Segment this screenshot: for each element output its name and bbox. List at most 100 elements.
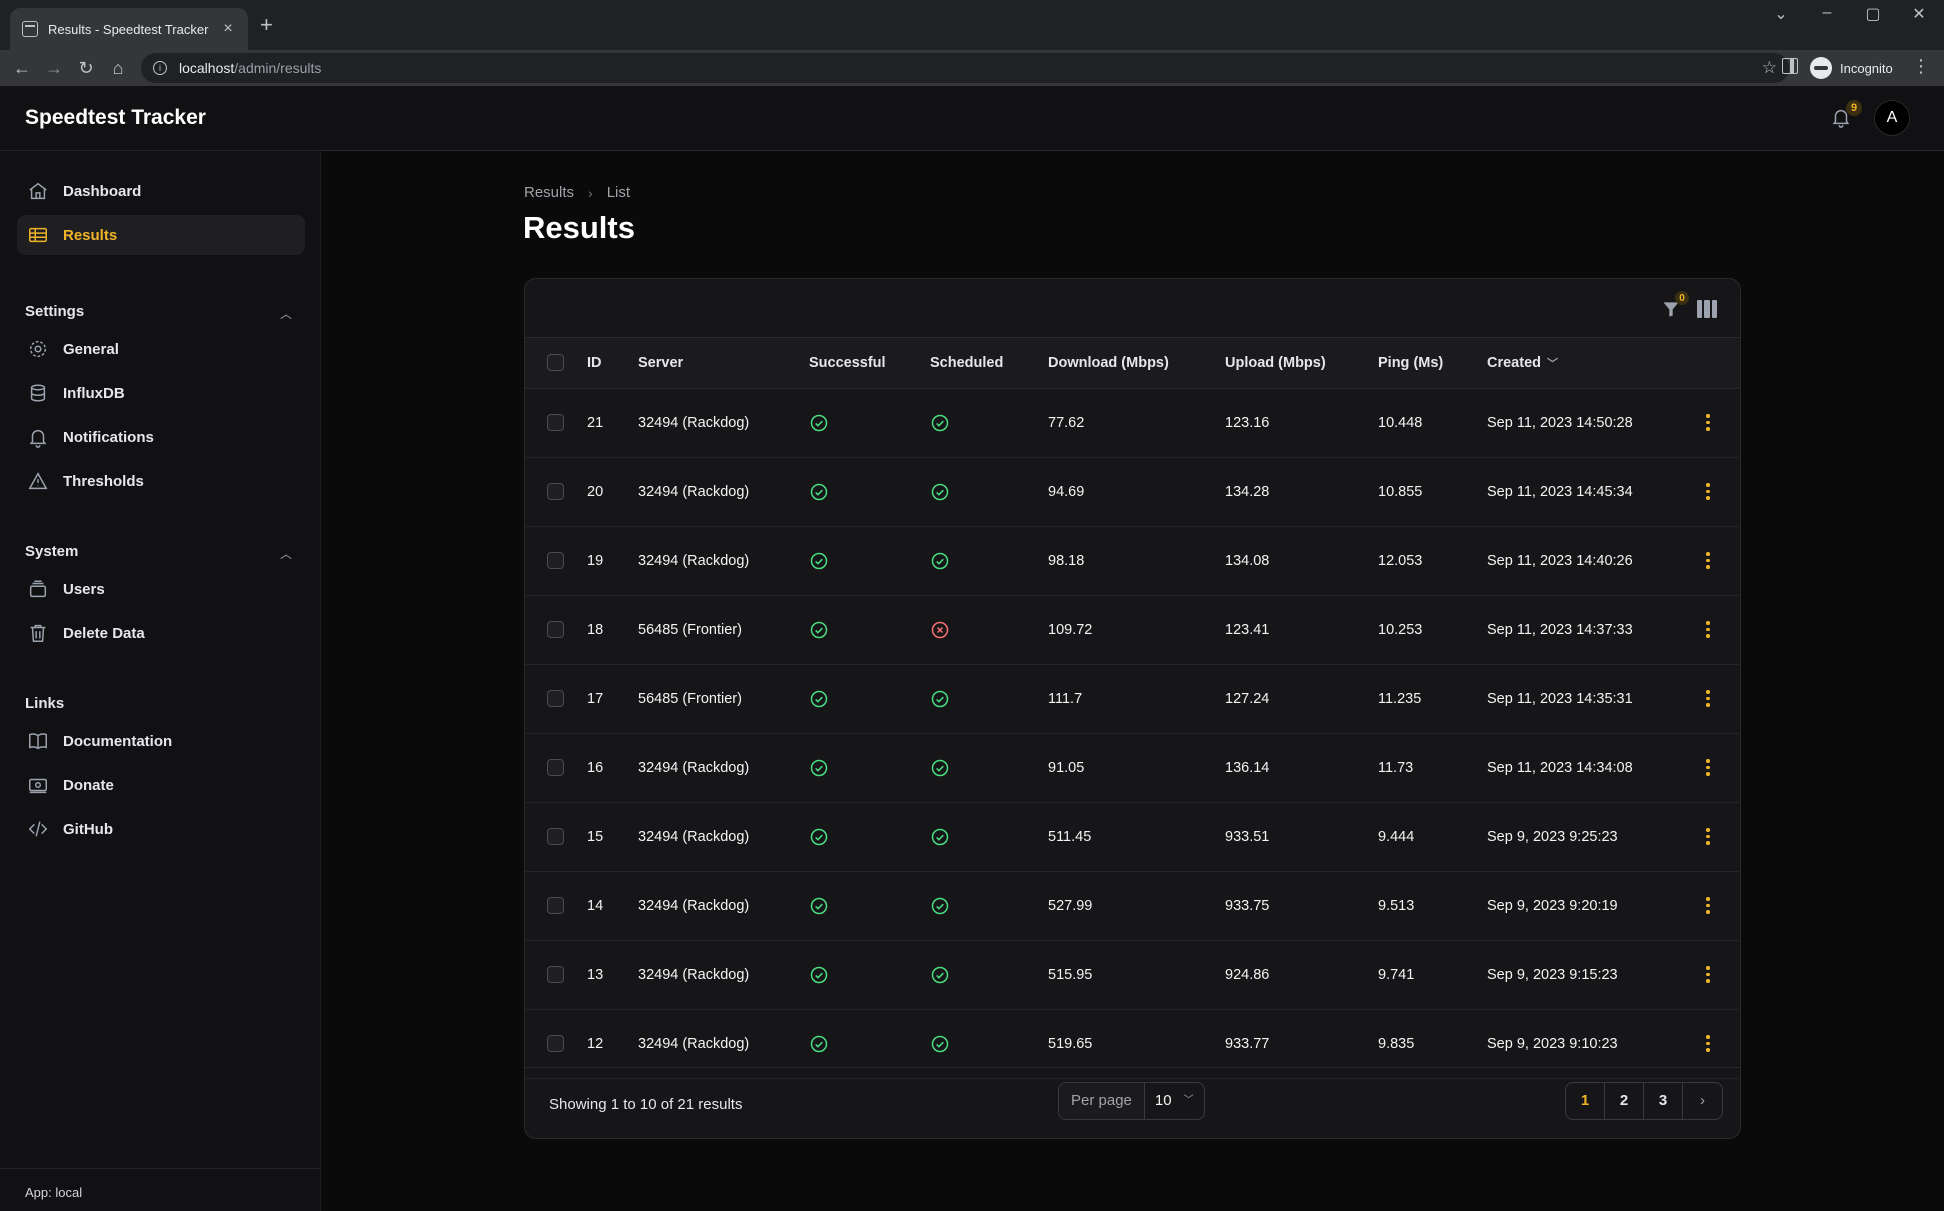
row-actions-icon[interactable]	[1698, 965, 1718, 985]
breadcrumb-results[interactable]: Results	[524, 184, 575, 201]
column-header-id[interactable]: ID	[587, 338, 638, 389]
sidebar-item-delete-data[interactable]: Delete Data	[17, 613, 305, 653]
sidebar-item-users[interactable]: Users	[17, 569, 305, 609]
new-tab-icon[interactable]: +	[260, 12, 273, 37]
bell-icon[interactable]	[1830, 106, 1852, 128]
column-header-download[interactable]: Download (Mbps)	[1048, 338, 1225, 389]
row-checkbox[interactable]	[547, 483, 564, 500]
sidebar-item-influxdb[interactable]: InfluxDB	[17, 373, 305, 413]
row-actions-icon[interactable]	[1698, 413, 1718, 433]
select-all-checkbox[interactable]	[547, 354, 564, 372]
columns-icon[interactable]	[1697, 300, 1717, 318]
brand-title[interactable]: Speedtest Tracker	[25, 106, 206, 129]
address-bar[interactable]: i localhost/admin/results ☆	[141, 53, 1789, 83]
row-checkbox[interactable]	[547, 690, 564, 707]
column-header-scheduled[interactable]: Scheduled	[930, 338, 1048, 389]
row-actions-icon[interactable]	[1698, 551, 1718, 571]
table-row[interactable]: 20 32494 (Rackdog) 94.69 134.28 10.855 Sep 11…	[525, 457, 1740, 526]
tab-search-icon[interactable]: ⌄	[1774, 6, 1788, 23]
sidebar-item-dashboard[interactable]: Dashboard	[17, 171, 305, 211]
table-row[interactable]: 15 32494 (Rackdog) 511.45 933.51 9.444 Sep 9,…	[525, 802, 1740, 871]
minimize-icon[interactable]: –	[1822, 4, 1832, 21]
per-page-value[interactable]: 10 ﹀	[1145, 1083, 1204, 1119]
row-checkbox[interactable]	[547, 966, 564, 983]
sidebar-item-results[interactable]: Results	[17, 215, 305, 255]
cell-id: 17	[587, 690, 604, 707]
sidebar-item-documentation[interactable]: Documentation	[17, 721, 305, 761]
forward-icon[interactable]: →	[45, 57, 63, 78]
column-header-created[interactable]: Created ﹀	[1487, 338, 1692, 389]
table-row[interactable]: 19 32494 (Rackdog) 98.18 134.08 12.053 Sep 11…	[525, 526, 1740, 595]
row-checkbox[interactable]	[547, 897, 564, 914]
page-button-2[interactable]: 2	[1605, 1083, 1644, 1119]
row-actions-icon[interactable]	[1698, 689, 1718, 709]
side-panel-icon[interactable]	[1782, 58, 1798, 74]
column-header-upload[interactable]: Upload (Mbps)	[1225, 338, 1378, 389]
cell-ping: 9.444	[1378, 828, 1415, 845]
row-checkbox[interactable]	[547, 552, 564, 569]
close-tab-icon[interactable]: ×	[223, 20, 233, 37]
filter-count-badge: 0	[1675, 291, 1689, 305]
row-actions-icon[interactable]	[1698, 482, 1718, 502]
browser-menu-icon[interactable]: ⋮	[1912, 56, 1930, 76]
sidebar-item-thresholds[interactable]: Thresholds	[17, 461, 305, 501]
next-page-icon[interactable]: ›	[1700, 1092, 1705, 1109]
page-button-1[interactable]: 1	[1566, 1083, 1605, 1119]
back-icon[interactable]: ←	[13, 57, 31, 78]
table-row[interactable]: 14 32494 (Rackdog) 527.99 933.75 9.513 Sep 9,…	[525, 871, 1740, 940]
settings-group-label[interactable]: Settings	[25, 303, 85, 320]
row-checkbox[interactable]	[547, 1035, 564, 1052]
filter-icon[interactable]	[1661, 299, 1681, 319]
table-row[interactable]: 21 32494 (Rackdog) 77.62 123.16 10.448 Sep 11…	[525, 388, 1740, 457]
cell-created: Sep 11, 2023 14:40:26	[1487, 552, 1633, 569]
row-actions-icon[interactable]	[1698, 896, 1718, 916]
check-circle-icon	[930, 689, 1048, 709]
chevron-up-icon[interactable]: ︿	[280, 307, 293, 321]
incognito-profile[interactable]: Incognito	[1810, 54, 1893, 82]
chevron-up-icon[interactable]: ︿	[280, 547, 293, 561]
sidebar-item-notifications[interactable]: Notifications	[17, 417, 305, 457]
table-row[interactable]: 17 56485 (Frontier) 111.7 127.24 11.235 Sep 1…	[525, 664, 1740, 733]
check-circle-icon	[930, 1034, 1048, 1054]
close-window-icon[interactable]: ✕	[1912, 6, 1926, 23]
site-info-icon[interactable]: i	[153, 61, 167, 75]
reload-icon[interactable]: ↻	[78, 57, 94, 78]
row-actions-icon[interactable]	[1698, 1034, 1718, 1054]
sidebar-item-general[interactable]: General	[17, 329, 305, 369]
row-checkbox[interactable]	[547, 621, 564, 638]
row-actions-icon[interactable]	[1698, 758, 1718, 778]
table-row[interactable]: 13 32494 (Rackdog) 515.95 924.86 9.741 Sep 9,…	[525, 940, 1740, 1009]
sort-desc-icon[interactable]: ﹀	[1547, 357, 1558, 370]
table-toolbar: 0	[525, 279, 1740, 338]
per-page-select[interactable]: Per page 10 ﹀	[1058, 1082, 1205, 1120]
cell-id: 20	[587, 483, 604, 500]
sidebar-item-github[interactable]: GitHub	[17, 809, 305, 849]
table-row[interactable]: 12 32494 (Rackdog) 519.65 933.77 9.835 Sep 9,…	[525, 1009, 1740, 1078]
browser-tab[interactable]: Results - Speedtest Tracker ×	[10, 8, 248, 50]
table-row[interactable]: 16 32494 (Rackdog) 91.05 136.14 11.73 Sep 11,…	[525, 733, 1740, 802]
check-circle-icon	[930, 482, 1048, 502]
column-header-server[interactable]: Server	[638, 338, 809, 389]
trash-icon	[27, 622, 49, 644]
avatar[interactable]: A	[1874, 100, 1910, 136]
table-row[interactable]: 18 56485 (Frontier) 109.72 123.41 10.253 Sep …	[525, 595, 1740, 664]
row-actions-icon[interactable]	[1698, 620, 1718, 640]
column-header-ping[interactable]: Ping (Ms)	[1378, 338, 1487, 389]
cell-server: 32494 (Rackdog)	[638, 828, 750, 845]
sidebar-item-label: Documentation	[63, 732, 173, 750]
page-button-3[interactable]: 3	[1644, 1083, 1683, 1119]
page-favicon-icon	[22, 21, 38, 37]
system-group-label[interactable]: System	[25, 543, 79, 560]
maximize-icon[interactable]: ▢	[1865, 6, 1881, 23]
column-header-successful[interactable]: Successful	[809, 338, 930, 389]
row-checkbox[interactable]	[547, 414, 564, 431]
cell-download: 519.65	[1048, 1035, 1093, 1052]
cell-download: 94.69	[1048, 483, 1085, 500]
bookmark-star-icon[interactable]: ☆	[1761, 58, 1777, 77]
row-actions-icon[interactable]	[1698, 827, 1718, 847]
home-icon[interactable]: ⌂	[112, 57, 124, 78]
row-checkbox[interactable]	[547, 759, 564, 776]
sidebar-item-label: Donate	[63, 776, 114, 794]
sidebar-item-donate[interactable]: Donate	[17, 765, 305, 805]
row-checkbox[interactable]	[547, 828, 564, 845]
